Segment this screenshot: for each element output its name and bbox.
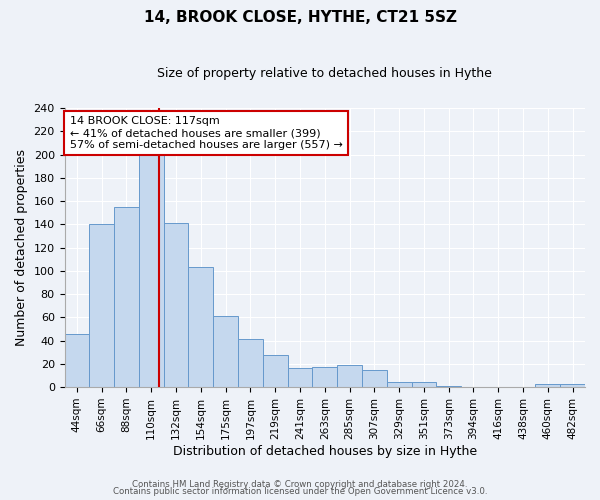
Bar: [89, 224, 114, 387]
Text: Contains HM Land Registry data © Crown copyright and database right 2024.: Contains HM Land Registry data © Crown c…: [132, 480, 468, 489]
Bar: [213, 316, 238, 387]
Bar: [164, 223, 188, 387]
Text: 14, BROOK CLOSE, HYTHE, CT21 5SZ: 14, BROOK CLOSE, HYTHE, CT21 5SZ: [143, 10, 457, 25]
Bar: [114, 207, 139, 387]
Bar: [263, 354, 287, 387]
Bar: [412, 382, 436, 387]
Bar: [362, 370, 387, 387]
Bar: [337, 365, 362, 387]
Bar: [436, 386, 461, 387]
Bar: [65, 334, 89, 387]
Bar: [188, 268, 213, 387]
X-axis label: Distribution of detached houses by size in Hythe: Distribution of detached houses by size …: [173, 444, 477, 458]
Bar: [560, 384, 585, 387]
Bar: [535, 384, 560, 387]
Title: Size of property relative to detached houses in Hythe: Size of property relative to detached ho…: [157, 68, 492, 80]
Y-axis label: Number of detached properties: Number of detached properties: [15, 149, 28, 346]
Text: Contains public sector information licensed under the Open Government Licence v3: Contains public sector information licen…: [113, 487, 487, 496]
Bar: [387, 382, 412, 387]
Bar: [287, 368, 313, 387]
Bar: [238, 340, 263, 387]
Bar: [313, 368, 337, 387]
Bar: [139, 154, 164, 387]
Text: 14 BROOK CLOSE: 117sqm
← 41% of detached houses are smaller (399)
57% of semi-de: 14 BROOK CLOSE: 117sqm ← 41% of detached…: [70, 116, 343, 150]
